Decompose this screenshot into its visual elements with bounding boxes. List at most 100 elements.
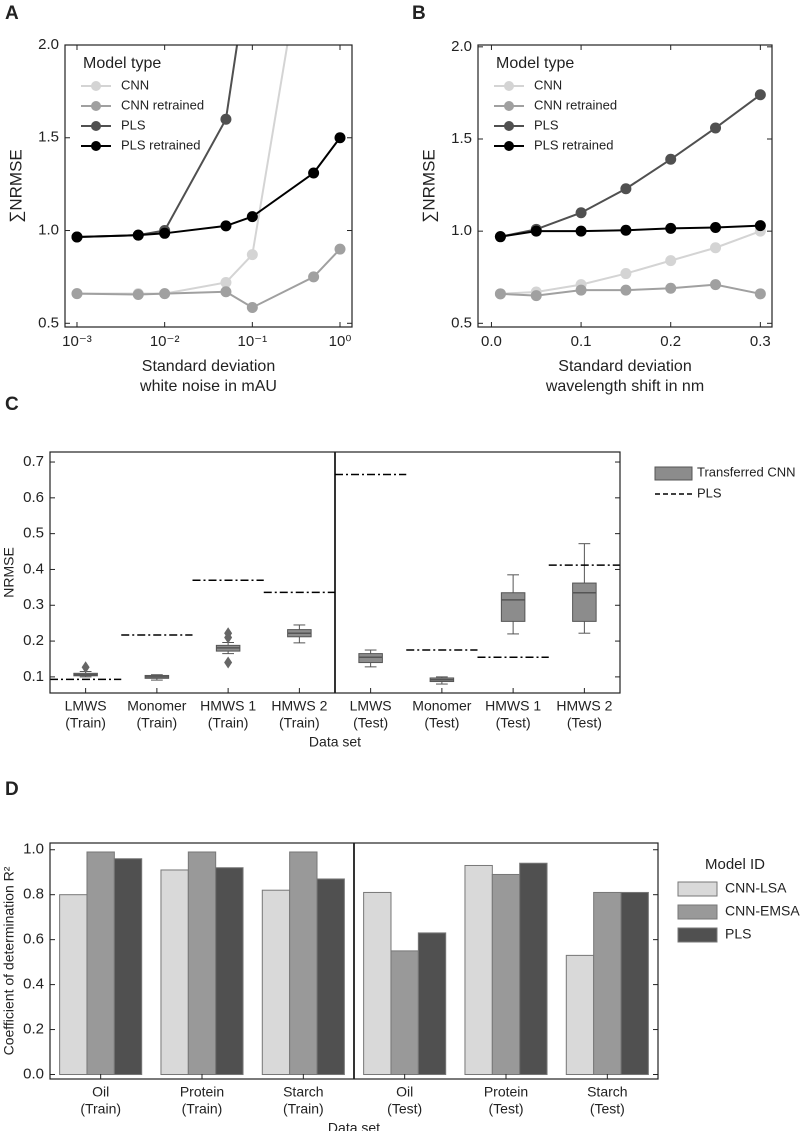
y-tick-label: 0.0: [23, 1065, 44, 1082]
x-tick-label: Monomer: [412, 698, 471, 714]
y-tick-label: 0.4: [23, 976, 44, 993]
legend-label: PLS retrained: [121, 137, 201, 152]
x-tick-label: HMWS 2: [556, 698, 612, 714]
point: [159, 227, 171, 239]
y-tick-label: 0.5: [38, 314, 59, 331]
y-tick-label: 0.5: [451, 314, 472, 331]
flier: [81, 661, 90, 674]
point: [620, 183, 632, 195]
y-tick-label: 0.6: [23, 489, 44, 506]
point: [494, 231, 506, 243]
x-axis-label: Data set: [328, 1120, 380, 1131]
legend-marker: [504, 101, 514, 111]
bar: [215, 867, 244, 1076]
point: [575, 225, 587, 237]
x-axis-label: Standard deviation: [142, 358, 275, 375]
point: [220, 220, 232, 232]
y-tick-label: 0.1: [23, 668, 44, 685]
panel-label: A: [5, 3, 19, 24]
x-tick-label: LMWS: [350, 698, 392, 714]
series-line: [76, 248, 341, 309]
x-tick-label: (Test): [387, 1101, 422, 1117]
series-line: [76, 45, 239, 239]
x-tick-label: (Train): [208, 715, 249, 731]
point: [334, 132, 346, 144]
bar: [593, 891, 622, 1076]
bar: [187, 851, 217, 1076]
x-tick-label: LMWS: [65, 698, 107, 714]
plot-area: [494, 89, 766, 302]
legend-label: CNN retrained: [121, 97, 204, 112]
point: [620, 268, 632, 280]
x-tick-label: 10⁻²: [150, 333, 180, 350]
y-tick-label: 0.7: [23, 453, 44, 470]
point: [665, 222, 677, 234]
x-axis-label: Data set: [309, 734, 361, 750]
point: [220, 286, 232, 298]
point: [308, 167, 320, 179]
panel-label: B: [412, 3, 426, 24]
y-axis-label: NRMSE: [1, 547, 17, 598]
y-tick-label: 1.0: [23, 841, 44, 858]
legend-label: PLS: [121, 117, 146, 132]
x-tick-label: HMWS 2: [271, 698, 327, 714]
panel-label: D: [5, 779, 19, 800]
legend-marker: [91, 81, 101, 91]
y-tick-label: 1.5: [38, 129, 59, 146]
point: [710, 279, 722, 291]
bar: [363, 891, 392, 1076]
x-tick-label: HMWS 1: [200, 698, 256, 714]
point: [246, 302, 258, 314]
point: [246, 211, 258, 223]
point: [530, 290, 542, 302]
legend-label: PLS retrained: [534, 137, 614, 152]
panel-label: C: [5, 394, 19, 415]
box: [358, 653, 383, 664]
bar: [519, 862, 548, 1076]
bar: [464, 864, 493, 1076]
point: [132, 289, 144, 301]
frame: [49, 451, 621, 694]
y-tick-label: 0.5: [23, 525, 44, 542]
x-tick-label: Oil: [92, 1084, 109, 1100]
x-axis-label: Standard deviation: [558, 358, 691, 375]
box: [572, 582, 597, 622]
y-tick-label: 0.2: [23, 632, 44, 649]
point: [220, 276, 232, 288]
box: [500, 592, 526, 622]
x-tick-label: 0.3: [750, 333, 771, 350]
x-tick-label: (Test): [353, 715, 388, 731]
legend-label: PLS: [534, 117, 559, 132]
y-tick-label: 2.0: [451, 38, 472, 55]
x-tick-label: (Train): [80, 1101, 121, 1117]
y-axis-label: Coefficient of determination R²: [1, 866, 17, 1055]
y-tick-label: 0.2: [23, 1021, 44, 1038]
flier: [224, 627, 233, 640]
legend-title: Model type: [83, 55, 161, 72]
legend-label: CNN retrained: [534, 97, 617, 112]
y-tick-label: 1.0: [451, 222, 472, 239]
point: [159, 288, 171, 300]
x-tick-label: (Test): [590, 1101, 625, 1117]
frame: [477, 44, 773, 328]
point: [132, 229, 144, 241]
legend-marker: [91, 101, 101, 111]
y-tick-label: 0.4: [23, 560, 44, 577]
legend-marker: [504, 121, 514, 131]
legend-label: Transferred CNN: [697, 464, 795, 479]
x-tick-label: (Test): [489, 1101, 524, 1117]
bar: [261, 889, 291, 1076]
x-tick-label: (Test): [424, 715, 459, 731]
point: [71, 231, 83, 243]
legend-marker: [91, 121, 101, 131]
legend-marker: [504, 81, 514, 91]
bar: [620, 891, 649, 1076]
bar: [86, 851, 115, 1076]
bar: [113, 858, 143, 1076]
legend-label: CNN: [121, 77, 149, 92]
y-tick-label: 1.0: [38, 221, 59, 238]
legend-swatch: [677, 904, 718, 920]
point: [71, 288, 83, 300]
point: [665, 255, 677, 267]
